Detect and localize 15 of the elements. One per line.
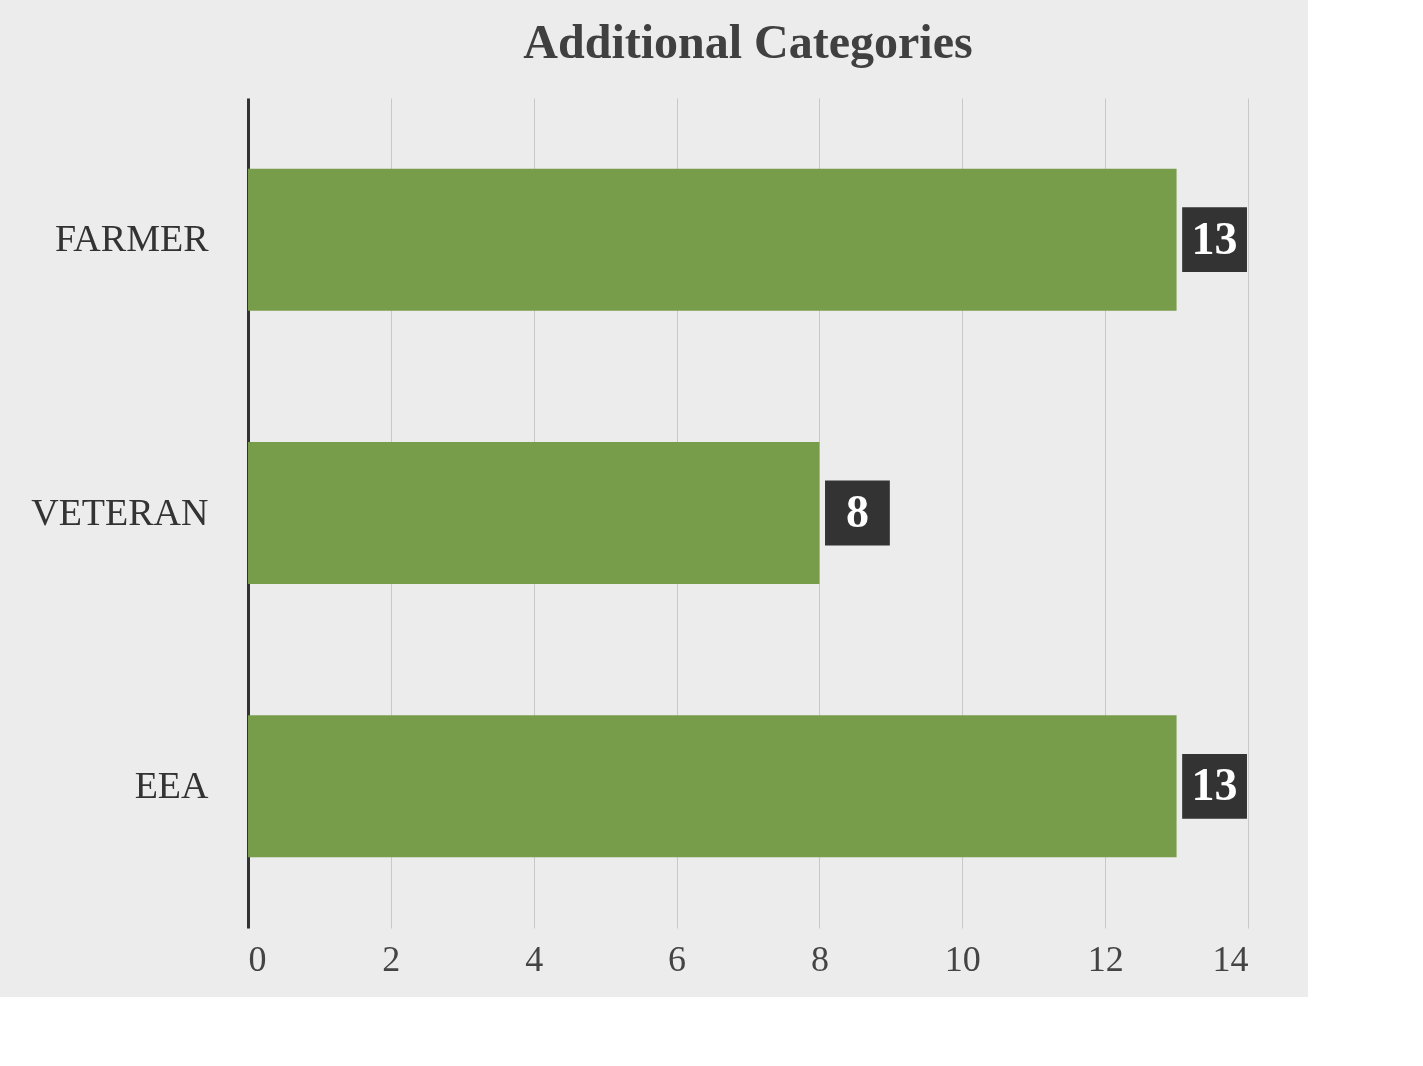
data-label: 8 (845, 486, 869, 537)
data-label: 13 (1191, 759, 1238, 811)
x-tick-label: 12 (1087, 938, 1124, 979)
x-tick-label: 4 (525, 938, 544, 979)
y-tick-label: FARMER (55, 217, 210, 260)
data-label: 13 (1191, 212, 1238, 264)
x-tick-label: 0 (248, 938, 267, 979)
y-tick-label: EEA (134, 763, 210, 806)
x-tick-label: 8 (810, 938, 829, 979)
x-tick-label: 6 (668, 938, 687, 979)
x-tick-label: 14 (1212, 938, 1249, 979)
chart-title: Additional Categories (523, 15, 973, 68)
x-tick-label: 10 (944, 938, 981, 979)
x-tick-label: 2 (382, 938, 401, 979)
y-tick-label: VETERAN (31, 490, 209, 533)
